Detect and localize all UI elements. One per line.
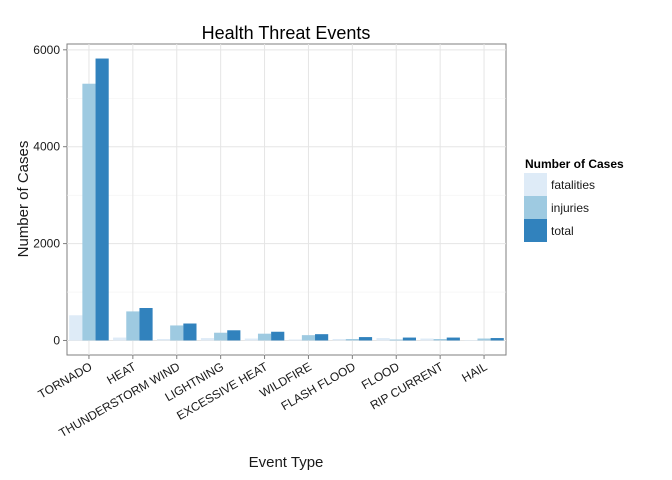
bars	[69, 58, 504, 341]
legend-swatch-fatalities	[524, 173, 547, 196]
y-axis: 0 2000 4000 6000	[33, 43, 67, 347]
y-axis-title: Number of Cases	[15, 141, 32, 258]
y-tick-label: 0	[53, 333, 60, 347]
legend-label: total	[551, 224, 574, 238]
bar-injuries	[257, 333, 272, 341]
bar-total	[139, 308, 153, 341]
bar-injuries	[170, 325, 184, 341]
bar-injuries	[477, 338, 491, 341]
bar-fatalities	[420, 338, 434, 341]
bar-injuries	[345, 339, 359, 341]
x-tick-label: HAIL	[459, 359, 489, 385]
legend-label: fatalities	[551, 178, 595, 192]
bar-fatalities	[157, 339, 171, 341]
bar-injuries	[433, 339, 447, 341]
legend: Number of Cases fatalities injuries total	[524, 157, 624, 242]
bar-fatalities	[200, 338, 215, 341]
bar-total	[315, 334, 329, 341]
legend-swatch-total	[524, 219, 547, 242]
bar-fatalities	[288, 339, 302, 341]
plot-area	[66, 43, 507, 356]
bar-total	[95, 58, 109, 341]
x-axis-title: Event Type	[249, 454, 324, 471]
bar-total	[227, 330, 241, 341]
y-tick-label: 4000	[33, 140, 60, 154]
chart-title: Health Threat Events	[202, 23, 371, 43]
bar-injuries	[126, 311, 140, 341]
bar-total	[183, 323, 197, 341]
bar-injuries	[82, 83, 96, 341]
bar-total	[358, 337, 373, 341]
bar-injuries	[214, 332, 228, 341]
bar-injuries	[389, 339, 403, 341]
bar-fatalities	[332, 339, 346, 341]
bar-fatalities	[69, 315, 83, 341]
bar-fatalities	[244, 338, 258, 341]
y-tick-label: 2000	[33, 237, 60, 251]
legend-swatch-injuries	[524, 196, 547, 219]
x-tick-label: FLASH FLOOD	[279, 359, 358, 413]
bar-total	[446, 337, 460, 341]
legend-title: Number of Cases	[525, 157, 624, 171]
y-tick-label: 6000	[33, 43, 60, 57]
bar-injuries	[301, 335, 316, 341]
bar-total	[271, 331, 285, 341]
bar-fatalities	[113, 337, 127, 341]
bar-total	[490, 338, 504, 341]
bar-fatalities	[376, 338, 390, 341]
legend-label: injuries	[551, 201, 589, 215]
bar-total	[402, 337, 416, 341]
x-tick-label: TORNADO	[36, 359, 95, 401]
